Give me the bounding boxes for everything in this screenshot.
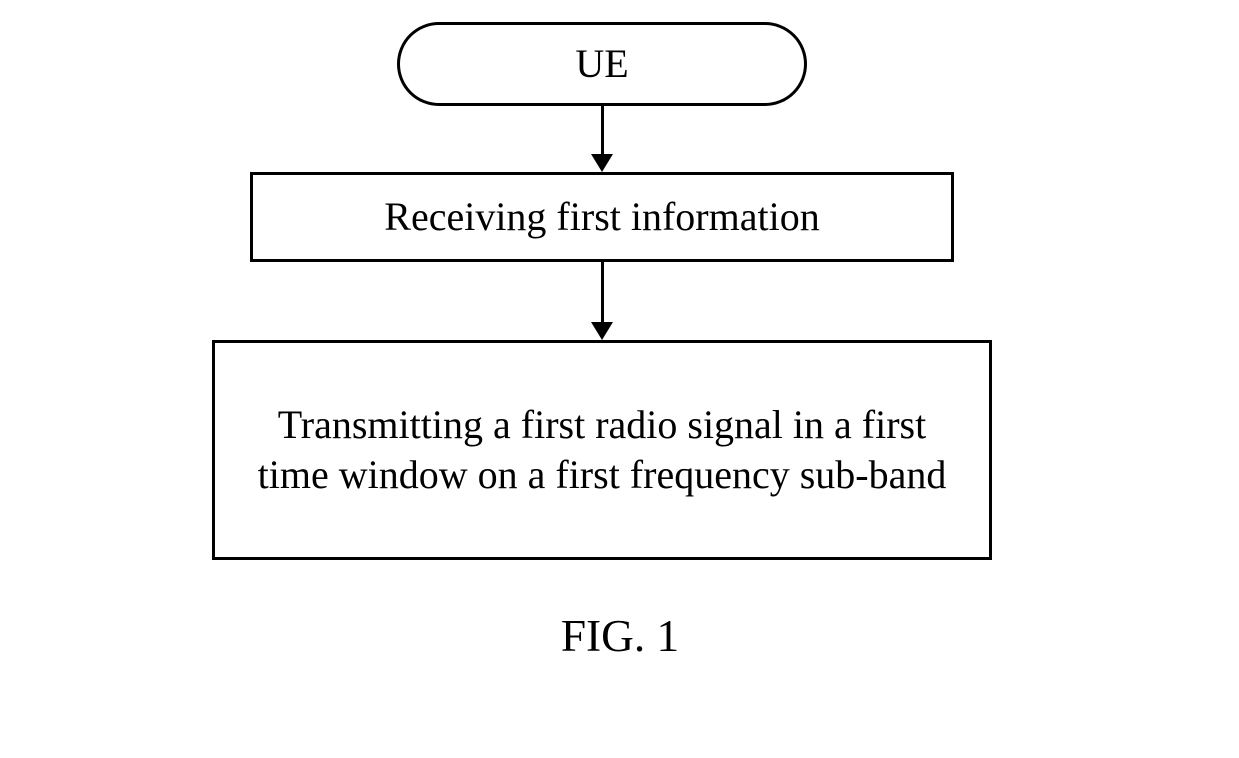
flow-edge-receive-to-transmit-line [601, 262, 604, 322]
flow-edge-receive-to-transmit-arrowhead-icon [591, 322, 613, 340]
flow-node-ue-label: UE [575, 39, 628, 89]
flow-node-receive: Receiving first information [250, 172, 954, 262]
flow-edge-ue-to-receive-line [601, 106, 604, 154]
flow-node-ue: UE [397, 22, 807, 106]
flow-node-receive-label: Receiving first information [384, 192, 819, 242]
flow-edge-ue-to-receive-arrowhead-icon [591, 154, 613, 172]
figure-caption-text: FIG. 1 [561, 611, 679, 661]
figure-caption: FIG. 1 [520, 610, 720, 662]
flowchart-canvas: UE Receiving first information Transmitt… [0, 0, 1239, 758]
flow-node-transmit: Transmitting a first radio signal in a f… [212, 340, 992, 560]
flow-node-transmit-label: Transmitting a first radio signal in a f… [239, 400, 965, 500]
